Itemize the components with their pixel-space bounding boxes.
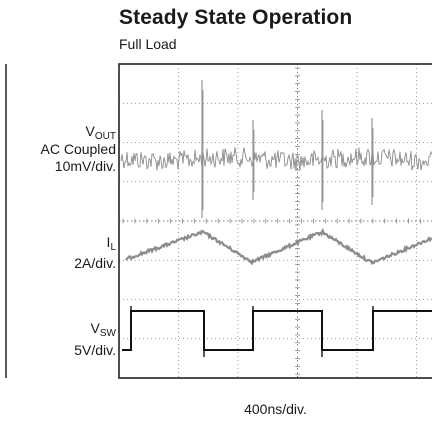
il-trace [125, 227, 432, 266]
il-scale: 2A/div. [74, 255, 116, 271]
traces [120, 80, 432, 357]
x-axis-label: 400ns/div. [244, 401, 307, 417]
chart-subtitle: Full Load [119, 36, 177, 52]
vsw-subscript: SW [99, 328, 116, 339]
vout-scale: 10mV/div. [54, 158, 116, 174]
chart-title: Steady State Operation [119, 6, 353, 29]
vout-label: VOUT [86, 123, 116, 145]
plot-border [118, 63, 432, 379]
vout-symbol: V [85, 123, 95, 139]
vout-trace [120, 147, 432, 171]
vsw-trace [122, 310, 432, 351]
vsw-label: VSW [91, 320, 116, 342]
vsw-scale: 5V/div. [74, 342, 116, 358]
il-symbol: I [106, 234, 111, 250]
vout-subscript: OUT [94, 131, 116, 142]
plot-frame [118, 63, 432, 379]
vout-coupling: AC Coupled [40, 141, 117, 157]
adjacent-figure-edge [5, 64, 7, 378]
il-label: IL [107, 234, 116, 256]
il-subscript: L [110, 242, 116, 253]
vsw-symbol: V [90, 320, 100, 336]
graticule [119, 64, 432, 378]
